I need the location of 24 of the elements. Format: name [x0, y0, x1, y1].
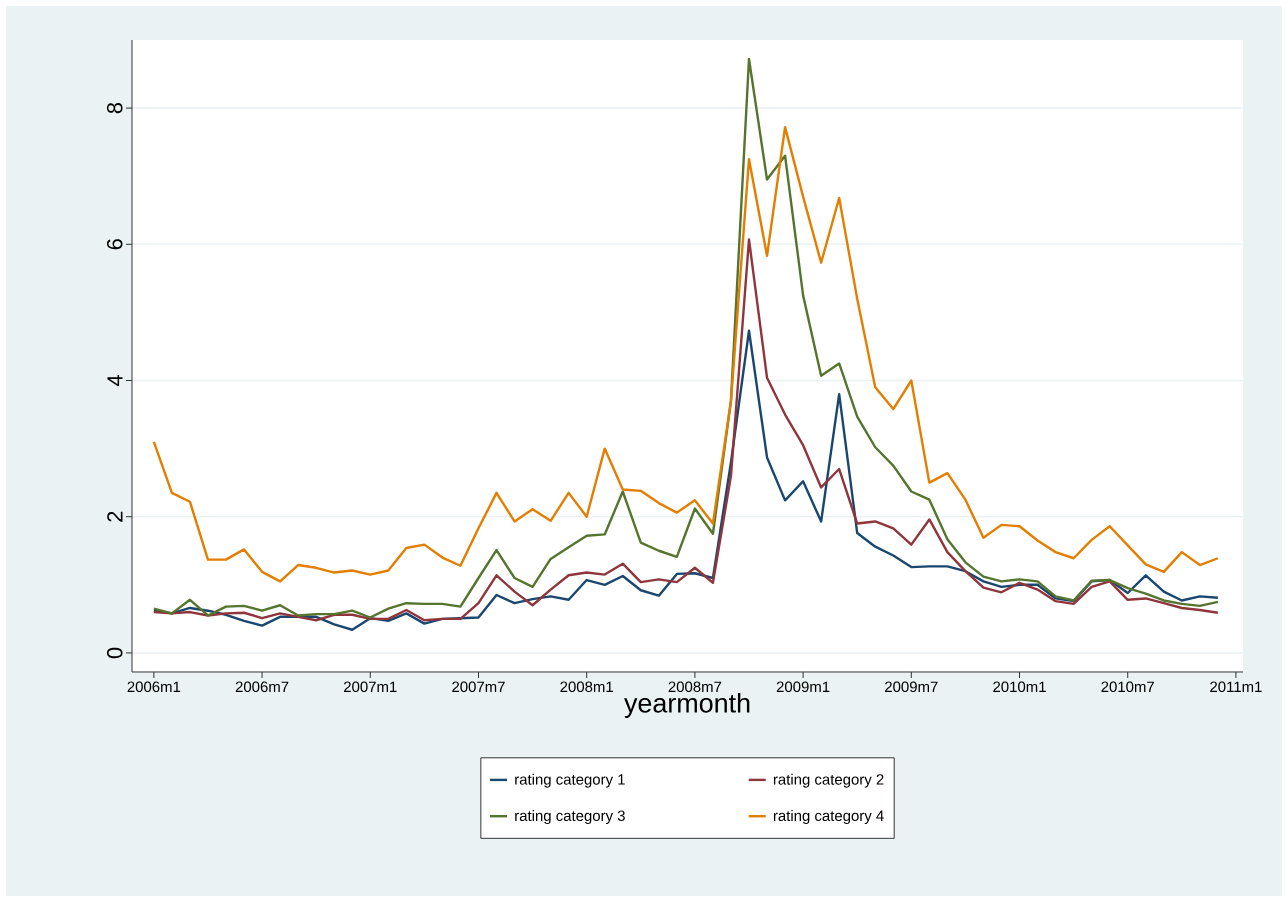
x-tick-label: 2010m1 [993, 681, 1046, 693]
legend-label: rating category 2 [773, 773, 884, 788]
y-tick-label: 2 [107, 511, 123, 522]
x-tick-label: 2011m1 [1210, 681, 1262, 693]
x-tick-label: 2009m7 [885, 681, 938, 693]
x-tick-label: 2008m1 [560, 681, 613, 693]
line-series [152, 57, 1220, 619]
legend-label: rating category 4 [773, 810, 884, 824]
x-axis-title: yearmonth [624, 692, 750, 718]
x-tick-label: 2007m1 [344, 681, 397, 693]
y-tick-label: 4 [107, 375, 123, 387]
y-tick-label: 0 [106, 647, 123, 659]
legend-label: rating category 3 [515, 810, 625, 824]
x-tick-label: 2008m7 [668, 681, 722, 693]
y-tick-label: 6 [106, 239, 123, 250]
x-tick-label: 2010m7 [1101, 681, 1154, 693]
x-tick-label: 2007m7 [452, 681, 505, 693]
y-tick-label: 8 [106, 102, 123, 114]
x-tick-label: 2006m1 [127, 681, 181, 693]
x-tick-label: 2006m7 [235, 681, 289, 693]
legend-label: rating category 1 [515, 773, 625, 788]
line-series [152, 125, 1220, 583]
line-series [152, 238, 1220, 622]
x-tick-label: 2009m1 [776, 681, 830, 693]
